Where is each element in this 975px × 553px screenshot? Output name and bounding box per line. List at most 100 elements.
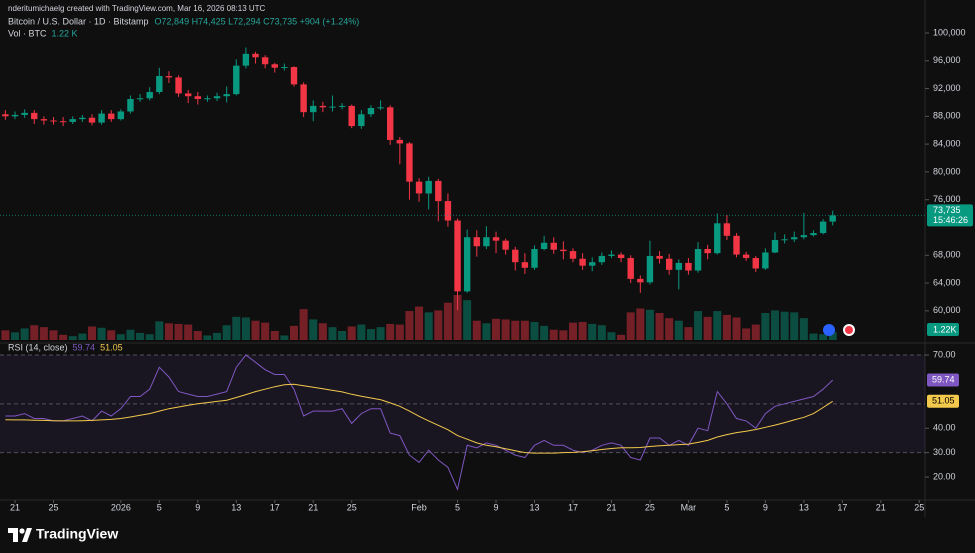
y-tick-label: 64,000 — [933, 277, 961, 287]
volume-bar — [164, 323, 173, 340]
candle-body — [742, 254, 750, 259]
y-tick-label: 96,000 — [933, 55, 961, 65]
brand: TradingView — [36, 526, 118, 542]
volume-bar — [559, 330, 568, 340]
candle-body — [156, 76, 163, 93]
x-tick-label: 17 — [568, 502, 578, 512]
chart-title: Bitcoin / U.S. Dollar · 1D · Bitstamp — [8, 16, 149, 26]
volume-legend: Vol · BTC — [8, 28, 47, 38]
x-tick-label: 5 — [724, 502, 729, 512]
volume-bar — [492, 318, 501, 340]
volume-bar — [232, 316, 241, 340]
rsi-line — [5, 383, 833, 454]
candle-body — [194, 96, 201, 99]
logo-dot — [19, 528, 25, 534]
x-tick-label: 21 — [606, 502, 616, 512]
ohlc-legend: O72,849 H74,425 L72,294 C73,735 +904 (+1… — [155, 16, 360, 26]
candle-body — [406, 143, 413, 182]
volume-bar — [366, 329, 375, 340]
plot-layer: 100,000 96,000 92,000 88,000 84,000 80,000 76,… — [0, 27, 973, 512]
y-tick-label: 70.00 — [933, 349, 956, 359]
candle-body — [781, 239, 788, 241]
volume-bar — [501, 319, 510, 340]
volume-bar — [241, 317, 250, 340]
volume-bar — [742, 328, 751, 340]
volume-bar — [87, 326, 96, 340]
x-tick-label: 13 — [799, 502, 809, 512]
volume-bar — [318, 323, 327, 340]
candle-body — [367, 108, 375, 115]
volume-bar — [434, 310, 443, 340]
rsi-line — [5, 354, 834, 491]
volume-bar — [578, 322, 587, 340]
volume-bar — [819, 334, 828, 340]
candle-body — [319, 105, 327, 108]
candle-body — [463, 237, 471, 292]
volume-bar — [20, 328, 29, 340]
volume-bar — [386, 323, 395, 340]
volume-bar — [213, 332, 222, 340]
candle-body — [608, 254, 615, 256]
volume-bar — [617, 334, 626, 340]
value-box-label: 51.05 — [932, 396, 955, 406]
candle-body — [733, 235, 740, 255]
candle-body — [281, 67, 288, 69]
x-tick-label: 5 — [157, 502, 162, 512]
volume-bar — [732, 317, 741, 340]
candle-body — [387, 107, 394, 140]
candle-body — [665, 258, 673, 270]
x-tick-label: Mar — [681, 502, 697, 512]
volume-bar — [713, 311, 722, 340]
candle-body — [521, 262, 529, 268]
y-tick-label: 76,000 — [933, 194, 961, 204]
candle-body — [242, 53, 250, 66]
event-icon[interactable] — [823, 324, 835, 336]
candle-body — [11, 114, 19, 117]
x-tick-label: 21 — [876, 502, 886, 512]
candle-body — [2, 114, 9, 117]
y-tick-label: 92,000 — [933, 83, 961, 93]
x-tick-label: 25 — [347, 502, 357, 512]
candle-body — [348, 105, 355, 127]
x-tick-label: 2026 — [111, 502, 131, 512]
candle-body — [310, 105, 317, 113]
candle-body — [252, 53, 259, 58]
volume-bar — [530, 322, 539, 340]
volume-bar — [463, 300, 472, 340]
candle-body — [819, 221, 827, 234]
candle-body — [598, 255, 606, 263]
volume-bar — [645, 309, 654, 340]
volume-bar — [722, 314, 731, 340]
x-tick-label: 13 — [529, 502, 539, 512]
candle-body — [338, 105, 346, 107]
volume-bar — [482, 323, 491, 340]
volume-bar — [771, 310, 779, 340]
candle-body — [771, 239, 779, 253]
value-box-label: 59.74 — [932, 374, 955, 384]
value-box — [927, 373, 959, 387]
y-tick-label: 88,000 — [933, 111, 961, 121]
candle-body — [444, 201, 452, 221]
volume-bar — [184, 324, 193, 340]
candle-body — [723, 223, 731, 236]
candle-body — [492, 237, 500, 241]
x-tick-label: 21 — [10, 502, 20, 512]
x-tick-label: 5 — [455, 502, 460, 512]
candle-body — [213, 96, 221, 99]
volume-legend-value: 1.22 K — [52, 28, 78, 38]
candle-body — [329, 106, 336, 108]
volume-bar — [703, 316, 712, 340]
candle-body — [550, 242, 557, 250]
volume-bar — [511, 320, 520, 340]
volume-bar — [328, 327, 337, 340]
x-tick-label: 25 — [645, 502, 655, 512]
candle-body — [762, 252, 769, 269]
countdown: 15:46:26 — [933, 215, 968, 225]
volume-bar — [540, 325, 549, 340]
volume-bar — [1, 330, 10, 340]
candle-body — [694, 249, 702, 271]
candle-body — [88, 117, 96, 123]
volume-bar — [674, 320, 683, 340]
candle-body — [791, 237, 798, 240]
